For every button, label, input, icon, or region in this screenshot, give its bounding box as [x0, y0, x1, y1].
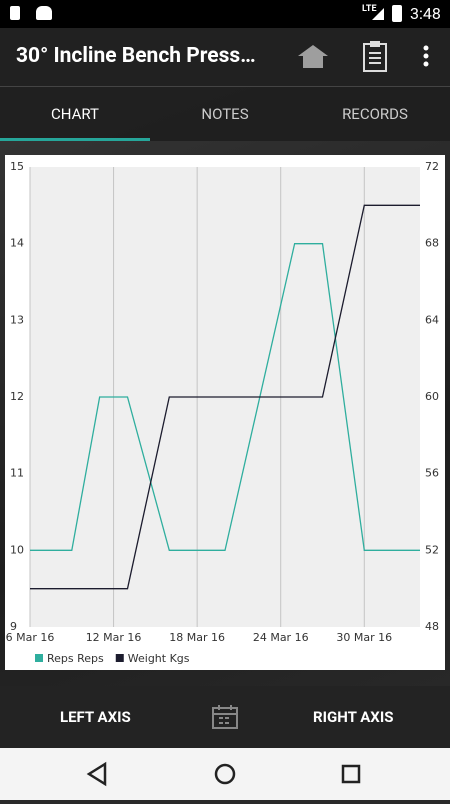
y-tick-label: 10	[10, 543, 24, 556]
y-tick-label: 12	[10, 390, 24, 403]
chart-card: 6 Mar 16 12 Mar 16 18 Mar 16 24 Mar 16 30 Ma…	[5, 155, 445, 670]
line	[30, 204, 420, 590]
chart: 6 Mar 16 12 Mar 16 18 Mar 16 24 Mar 16 30 Ma…	[6, 160, 439, 665]
tab-indicator	[0, 138, 150, 141]
y2-tick-label: 52	[425, 543, 439, 556]
tab-bar: CHART NOTES RECORDS	[0, 86, 450, 141]
right-axis-button[interactable]: RIGHT AXIS	[313, 708, 394, 726]
y2-tick-label: 68	[425, 237, 439, 250]
signal-icon	[372, 8, 384, 20]
legend-label: Reps Reps	[47, 652, 104, 665]
y2-tick-label: 64	[425, 313, 439, 326]
legend-label: Weight Kgs	[128, 652, 190, 665]
nav-buttons	[86, 761, 361, 787]
menu-button[interactable]	[420, 44, 432, 70]
status-bar: LTE 3:48	[0, 0, 450, 28]
bottom-bar: LEFT AXIS RIGHT AXIS	[0, 686, 450, 748]
x-tick-label: 12 Mar 16	[86, 631, 142, 644]
y-tick-label: 11	[10, 467, 24, 480]
line	[30, 243, 420, 551]
tab[interactable]: RECORDS	[342, 105, 408, 123]
android-icon	[36, 6, 52, 20]
y2-tick-label: 72	[425, 160, 439, 173]
app-title: 30° Incline Bench Press…	[16, 44, 256, 68]
x-tick-label: 6 Mar 16	[6, 631, 55, 644]
calendar-button[interactable]	[212, 704, 240, 730]
y-tick-label: 13	[10, 313, 24, 326]
legend-swatch	[115, 654, 124, 662]
y2-tick-label: 56	[425, 467, 439, 480]
x-tick-label: 30 Mar 16	[336, 631, 392, 644]
sd-icon	[10, 6, 20, 20]
home-nav-button[interactable]	[214, 763, 236, 785]
legend-swatch	[35, 654, 43, 662]
y-tick-label: 14	[10, 237, 24, 250]
clock: 3:48	[410, 4, 441, 23]
y2-tick-label: 60	[425, 390, 439, 403]
left-axis-button[interactable]: LEFT AXIS	[60, 708, 131, 726]
y-tick-label: 9	[10, 620, 17, 633]
network: LTE	[362, 4, 377, 14]
tab[interactable]: NOTES	[201, 105, 249, 123]
x-tick-label: 18 Mar 16	[169, 631, 225, 644]
battery-icon	[392, 5, 402, 22]
clipboard-button[interactable]	[362, 40, 388, 72]
x-tick-label: 24 Mar 16	[253, 631, 309, 644]
back-button[interactable]	[86, 761, 107, 787]
home-button[interactable]	[296, 42, 330, 70]
app-bar: 30° Incline Bench Press…	[0, 28, 450, 86]
y2-tick-label: 48	[425, 620, 439, 633]
y-tick-label: 15	[10, 160, 24, 173]
recents-button[interactable]	[341, 764, 361, 784]
nav-bar	[0, 748, 450, 800]
tab[interactable]: CHART	[51, 105, 99, 123]
